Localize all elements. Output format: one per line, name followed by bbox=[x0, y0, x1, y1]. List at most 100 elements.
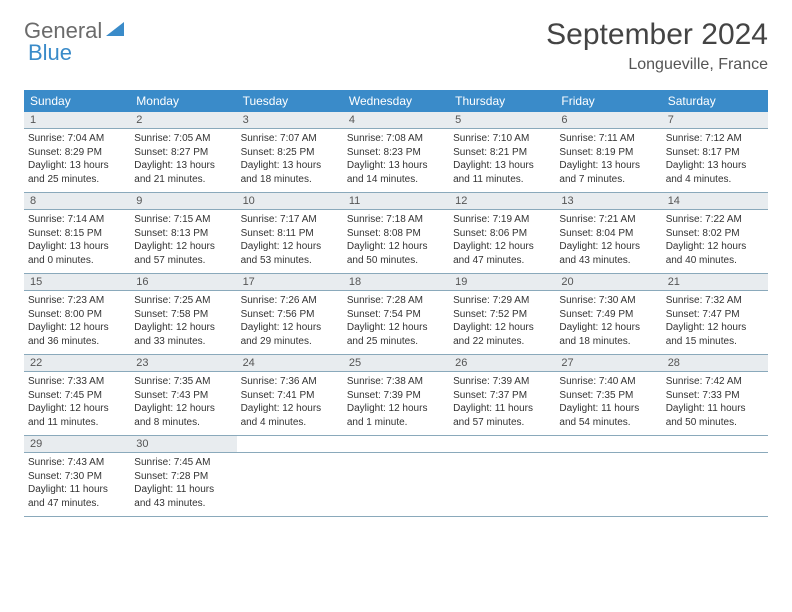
sunset-line: Sunset: 7:33 PM bbox=[666, 389, 764, 403]
daylight-line-2: and 21 minutes. bbox=[134, 173, 232, 187]
day-cell bbox=[343, 453, 449, 517]
day-header-monday: Monday bbox=[130, 90, 236, 112]
sunrise-line: Sunrise: 7:25 AM bbox=[134, 294, 232, 308]
day-cell: Sunrise: 7:28 AMSunset: 7:54 PMDaylight:… bbox=[343, 291, 449, 355]
daylight-line-1: Daylight: 13 hours bbox=[347, 159, 445, 173]
day-number bbox=[343, 436, 449, 453]
sunset-line: Sunset: 7:54 PM bbox=[347, 308, 445, 322]
day-cell: Sunrise: 7:08 AMSunset: 8:23 PMDaylight:… bbox=[343, 129, 449, 193]
day-number: 2 bbox=[130, 112, 236, 129]
daylight-line-2: and 40 minutes. bbox=[666, 254, 764, 268]
daylight-line-2: and 22 minutes. bbox=[453, 335, 551, 349]
daylight-line-2: and 47 minutes. bbox=[28, 497, 126, 511]
daylight-line-1: Daylight: 11 hours bbox=[28, 483, 126, 497]
daylight-line-1: Daylight: 13 hours bbox=[241, 159, 339, 173]
day-number: 12 bbox=[449, 193, 555, 210]
sunset-line: Sunset: 7:43 PM bbox=[134, 389, 232, 403]
day-cell: Sunrise: 7:12 AMSunset: 8:17 PMDaylight:… bbox=[662, 129, 768, 193]
day-number: 30 bbox=[130, 436, 236, 453]
sunset-line: Sunset: 7:58 PM bbox=[134, 308, 232, 322]
daylight-line-2: and 11 minutes. bbox=[453, 173, 551, 187]
calendar-table: SundayMondayTuesdayWednesdayThursdayFrid… bbox=[24, 90, 768, 517]
sunrise-line: Sunrise: 7:14 AM bbox=[28, 213, 126, 227]
sunset-line: Sunset: 7:56 PM bbox=[241, 308, 339, 322]
sunrise-line: Sunrise: 7:22 AM bbox=[666, 213, 764, 227]
sunset-line: Sunset: 7:30 PM bbox=[28, 470, 126, 484]
sunset-line: Sunset: 7:37 PM bbox=[453, 389, 551, 403]
week-1-info: Sunrise: 7:14 AMSunset: 8:15 PM Daylight:… bbox=[24, 210, 768, 274]
daylight-line-1: Daylight: 12 hours bbox=[347, 321, 445, 335]
sunset-line: Sunset: 8:04 PM bbox=[559, 227, 657, 241]
sunrise-line: Sunrise: 7:43 AM bbox=[28, 456, 126, 470]
day-cell: Sunrise: 7:39 AMSunset: 7:37 PMDaylight:… bbox=[449, 372, 555, 436]
sunset-line: Sunset: 8:06 PM bbox=[453, 227, 551, 241]
daylight-line-2: and 43 minutes. bbox=[134, 497, 232, 511]
daylight-line-2: and 47 minutes. bbox=[453, 254, 551, 268]
daylight-line-1: Daylight: 12 hours bbox=[559, 240, 657, 254]
sunrise-line: Sunrise: 7:33 AM bbox=[28, 375, 126, 389]
daylight-line-1: Daylight: 12 hours bbox=[453, 240, 551, 254]
week-2-info: Sunrise: 7:23 AMSunset: 8:00 PMDaylight:… bbox=[24, 291, 768, 355]
day-number: 18 bbox=[343, 274, 449, 291]
daylight-line-2: and 14 minutes. bbox=[347, 173, 445, 187]
sunset-line: Sunset: 8:00 PM bbox=[28, 308, 126, 322]
daylight-line-1: Daylight: 11 hours bbox=[453, 402, 551, 416]
title-block: September 2024 Longueville, France bbox=[546, 18, 768, 74]
day-number: 26 bbox=[449, 355, 555, 372]
daylight-line-1: Daylight: 12 hours bbox=[666, 240, 764, 254]
sunrise-line: Sunrise: 7:17 AM bbox=[241, 213, 339, 227]
day-number: 14 bbox=[662, 193, 768, 210]
day-number: 17 bbox=[237, 274, 343, 291]
day-header-row: SundayMondayTuesdayWednesdayThursdayFrid… bbox=[24, 90, 768, 112]
daylight-line-2: and 7 minutes. bbox=[559, 173, 657, 187]
day-number: 3 bbox=[237, 112, 343, 129]
day-cell bbox=[237, 453, 343, 517]
sunset-line: Sunset: 8:15 PM bbox=[28, 227, 126, 241]
daylight-line-2: and 4 minutes. bbox=[666, 173, 764, 187]
sunrise-line: Sunrise: 7:42 AM bbox=[666, 375, 764, 389]
sunrise-line: Sunrise: 7:26 AM bbox=[241, 294, 339, 308]
sunset-line: Sunset: 7:52 PM bbox=[453, 308, 551, 322]
day-cell: Sunrise: 7:22 AMSunset: 8:02 PMDaylight:… bbox=[662, 210, 768, 274]
daylight-line-2: and 36 minutes. bbox=[28, 335, 126, 349]
daylight-line-2: and 18 minutes. bbox=[559, 335, 657, 349]
sunrise-line: Sunrise: 7:29 AM bbox=[453, 294, 551, 308]
daylight-line-1: Daylight: 13 hours bbox=[28, 159, 126, 173]
day-number: 1 bbox=[24, 112, 130, 129]
day-cell: Sunrise: 7:42 AMSunset: 7:33 PMDaylight:… bbox=[662, 372, 768, 436]
day-cell: Sunrise: 7:04 AMSunset: 8:29 PMDaylight:… bbox=[24, 129, 130, 193]
daylight-line-1: Daylight: 12 hours bbox=[241, 240, 339, 254]
daylight-line-1: Daylight: 13 hours bbox=[666, 159, 764, 173]
sunset-line: Sunset: 8:27 PM bbox=[134, 146, 232, 160]
daylight-line-2: and 57 minutes. bbox=[453, 416, 551, 430]
sunrise-line: Sunrise: 7:36 AM bbox=[241, 375, 339, 389]
daylight-line-2: and 15 minutes. bbox=[666, 335, 764, 349]
sunset-line: Sunset: 8:13 PM bbox=[134, 227, 232, 241]
sunset-line: Sunset: 8:02 PM bbox=[666, 227, 764, 241]
day-number: 21 bbox=[662, 274, 768, 291]
day-cell: Sunrise: 7:17 AMSunset: 8:11 PMDaylight:… bbox=[237, 210, 343, 274]
sunset-line: Sunset: 8:23 PM bbox=[347, 146, 445, 160]
day-cell: Sunrise: 7:23 AMSunset: 8:00 PMDaylight:… bbox=[24, 291, 130, 355]
day-number: 13 bbox=[555, 193, 661, 210]
day-cell: Sunrise: 7:18 AMSunset: 8:08 PMDaylight:… bbox=[343, 210, 449, 274]
daylight-line-1: Daylight: 12 hours bbox=[241, 321, 339, 335]
daylight-line-2: and 1 minute. bbox=[347, 416, 445, 430]
sunset-line: Sunset: 8:11 PM bbox=[241, 227, 339, 241]
daylight-line-2: and 8 minutes. bbox=[134, 416, 232, 430]
sunrise-line: Sunrise: 7:21 AM bbox=[559, 213, 657, 227]
daylight-line-1: Daylight: 13 hours bbox=[453, 159, 551, 173]
day-cell bbox=[555, 453, 661, 517]
daylight-line-2: and 25 minutes. bbox=[347, 335, 445, 349]
day-number: 22 bbox=[24, 355, 130, 372]
week-3-numbers: 22232425262728 bbox=[24, 355, 768, 372]
sunset-line: Sunset: 8:08 PM bbox=[347, 227, 445, 241]
day-number: 29 bbox=[24, 436, 130, 453]
sunset-line: Sunset: 8:25 PM bbox=[241, 146, 339, 160]
day-number bbox=[237, 436, 343, 453]
week-3-info: Sunrise: 7:33 AMSunset: 7:45 PMDaylight:… bbox=[24, 372, 768, 436]
day-cell: Sunrise: 7:26 AMSunset: 7:56 PMDaylight:… bbox=[237, 291, 343, 355]
logo-line2: Blue bbox=[28, 40, 72, 66]
day-cell: Sunrise: 7:21 AMSunset: 8:04 PMDaylight:… bbox=[555, 210, 661, 274]
day-number: 23 bbox=[130, 355, 236, 372]
